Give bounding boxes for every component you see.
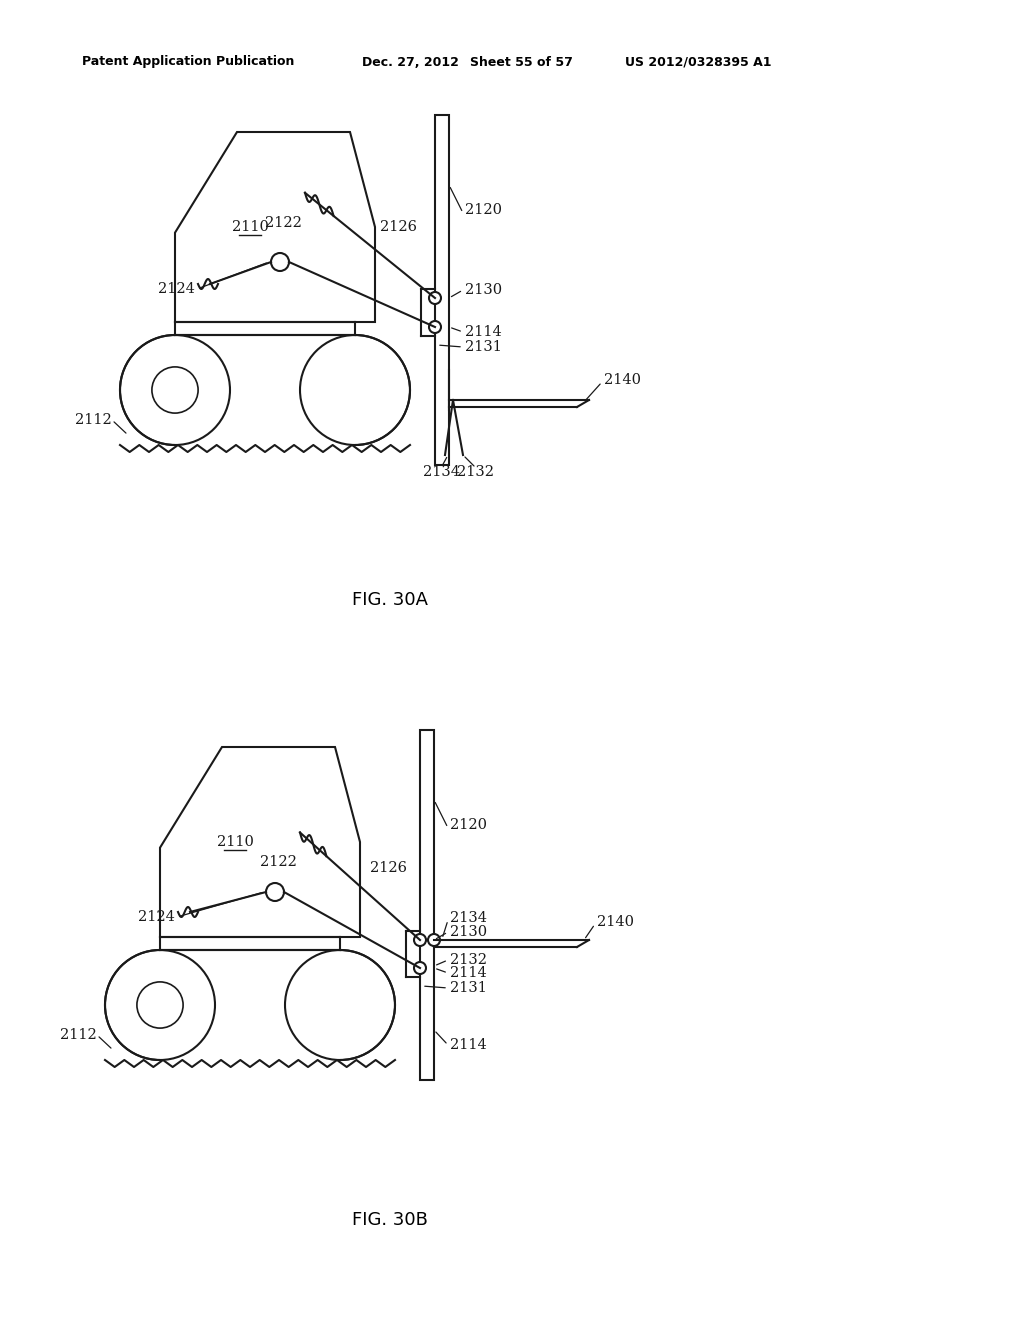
Circle shape xyxy=(428,935,440,946)
Text: 2131: 2131 xyxy=(465,341,502,354)
Circle shape xyxy=(271,253,289,271)
Text: 2126: 2126 xyxy=(370,861,407,875)
Text: 2122: 2122 xyxy=(265,215,302,230)
Circle shape xyxy=(414,935,426,946)
Text: 2114: 2114 xyxy=(465,325,502,339)
Text: 2114: 2114 xyxy=(450,1038,486,1052)
Bar xyxy=(435,115,449,465)
Text: 2110: 2110 xyxy=(231,220,268,234)
Text: 2124: 2124 xyxy=(138,909,175,924)
Text: 2110: 2110 xyxy=(216,836,253,849)
Text: 2124: 2124 xyxy=(158,282,195,296)
Text: Patent Application Publication: Patent Application Publication xyxy=(82,55,294,69)
Text: 2140: 2140 xyxy=(597,915,634,929)
Text: 2140: 2140 xyxy=(604,374,641,387)
Text: 2114: 2114 xyxy=(450,966,486,979)
Circle shape xyxy=(414,962,426,974)
Text: 2132: 2132 xyxy=(450,953,487,968)
Text: Sheet 55 of 57: Sheet 55 of 57 xyxy=(470,55,572,69)
Circle shape xyxy=(266,883,284,902)
Text: Dec. 27, 2012: Dec. 27, 2012 xyxy=(362,55,459,69)
Text: 2112: 2112 xyxy=(60,1028,97,1041)
Text: 2120: 2120 xyxy=(450,818,487,832)
Text: 2126: 2126 xyxy=(380,220,417,235)
Text: 2122: 2122 xyxy=(260,855,297,870)
Text: 2134: 2134 xyxy=(450,911,487,925)
Circle shape xyxy=(429,321,441,333)
Text: 2120: 2120 xyxy=(465,203,502,216)
Text: 2130: 2130 xyxy=(450,925,487,939)
Bar xyxy=(420,730,434,1080)
Text: FIG. 30B: FIG. 30B xyxy=(352,1210,428,1229)
Text: 2134: 2134 xyxy=(423,465,460,479)
Text: US 2012/0328395 A1: US 2012/0328395 A1 xyxy=(625,55,771,69)
Text: 2131: 2131 xyxy=(450,981,486,995)
Text: 2130: 2130 xyxy=(465,282,502,297)
Circle shape xyxy=(429,292,441,304)
Text: FIG. 30A: FIG. 30A xyxy=(352,591,428,609)
Text: 2112: 2112 xyxy=(75,413,112,426)
Text: 2132: 2132 xyxy=(458,465,495,479)
